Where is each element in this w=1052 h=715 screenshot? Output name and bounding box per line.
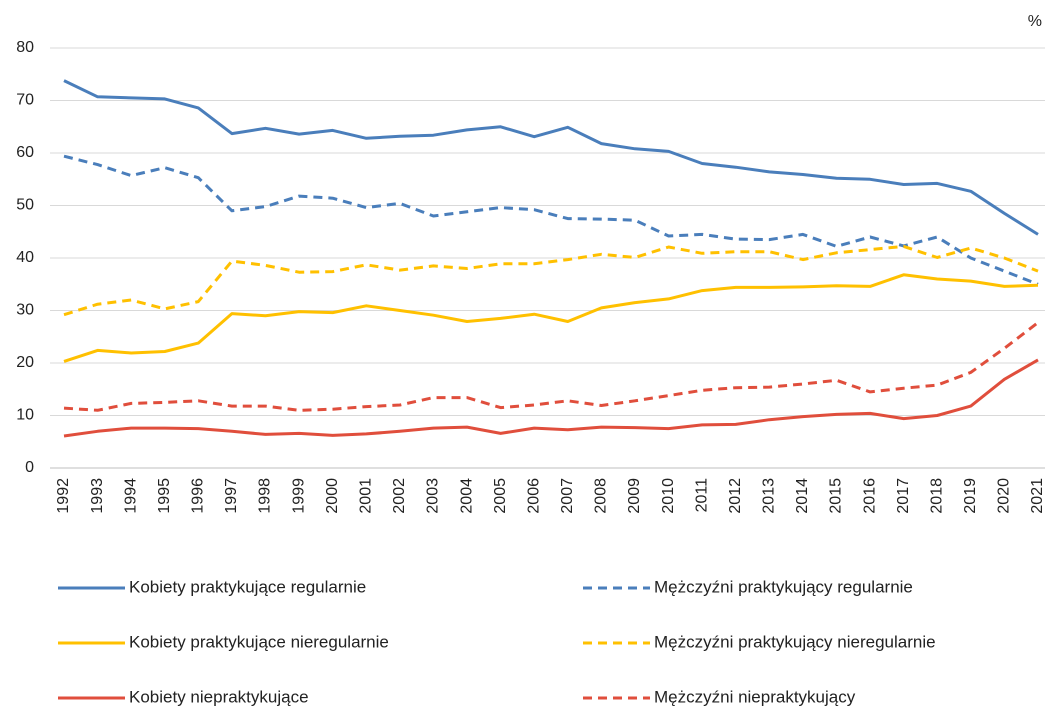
x-tick-label: 2019 <box>962 478 979 514</box>
legend-label: Mężczyźni praktykujący regularnie <box>654 577 913 596</box>
series-line <box>63 154 1039 286</box>
series-line <box>63 358 1039 438</box>
y-tick-label: 40 <box>16 249 34 266</box>
y-unit: % <box>1028 13 1042 30</box>
x-tick-label: 2002 <box>391 478 408 514</box>
x-tick-label: 2018 <box>928 478 945 514</box>
x-tick-label: 2003 <box>425 478 442 514</box>
x-tick-label: 2012 <box>727 478 744 514</box>
y-tick-label: 60 <box>16 144 34 161</box>
x-tick-label: 1993 <box>89 478 106 514</box>
x-tick-label: 2006 <box>525 478 542 514</box>
legend-label: Kobiety praktykujące nieregularnie <box>129 632 389 651</box>
x-tick-label: 1998 <box>257 478 274 514</box>
x-tick-label: 1995 <box>156 478 173 514</box>
y-tick-label: 80 <box>16 39 34 56</box>
x-tick-label: 2017 <box>895 478 912 514</box>
x-tick-label: 2008 <box>593 478 610 514</box>
series-line <box>63 244 1039 317</box>
x-tick-label: 2021 <box>1029 478 1046 514</box>
x-tick-label: 1992 <box>55 478 72 514</box>
x-tick-label: 1997 <box>223 478 240 514</box>
x-tick-label: 2013 <box>761 478 778 514</box>
y-tick-label: 20 <box>16 354 34 371</box>
x-tick-label: 2001 <box>357 478 374 514</box>
series-line <box>63 273 1039 363</box>
y-tick-label: 50 <box>16 197 34 214</box>
legend-label: Mężczyźni praktykujący nieregularnie <box>654 632 936 651</box>
x-tick-label: 2005 <box>492 478 509 514</box>
x-tick-label: 1999 <box>290 478 307 514</box>
legend-label: Mężczyźni niepraktykujący <box>654 687 856 706</box>
series-line <box>63 321 1039 412</box>
x-tick-label: 2011 <box>693 478 710 513</box>
x-tick-label: 2014 <box>794 478 811 514</box>
y-tick-label: 0 <box>25 459 34 476</box>
series-line <box>63 79 1039 236</box>
x-tick-label: 2020 <box>996 478 1013 514</box>
x-tick-label: 2016 <box>861 478 878 514</box>
x-tick-label: 2000 <box>324 478 341 514</box>
x-tick-label: 2004 <box>458 478 475 514</box>
legend-label: Kobiety niepraktykujące <box>129 687 309 706</box>
x-tick-label: 1994 <box>122 478 139 514</box>
x-tick-label: 2009 <box>626 478 643 514</box>
x-tick-label: 2015 <box>828 478 845 514</box>
x-tick-label: 2010 <box>660 478 677 514</box>
y-tick-label: 70 <box>16 92 34 109</box>
x-tick-label: 2007 <box>559 478 576 514</box>
x-tick-label: 1996 <box>190 478 207 514</box>
legend-label: Kobiety praktykujące regularnie <box>129 577 366 596</box>
y-tick-label: 10 <box>16 407 34 424</box>
y-tick-label: 30 <box>16 302 34 319</box>
